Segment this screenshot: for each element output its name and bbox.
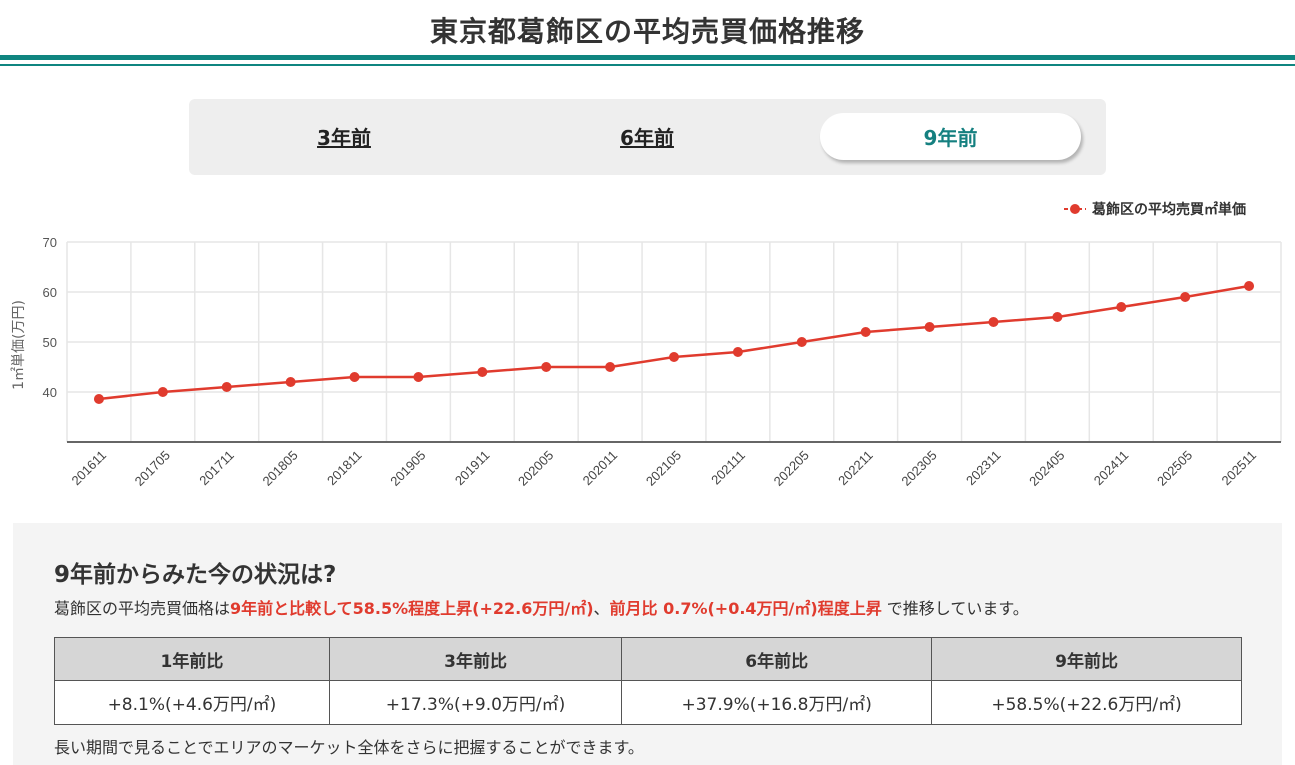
tab-9-years[interactable]: 9年前 (820, 113, 1081, 160)
x-tick-label: 202205 (771, 448, 812, 489)
x-tick-label: 202505 (1154, 448, 1195, 489)
line-chart: 40 50 60 70 201611 201705 201711 201805 201811 20… (43, 235, 1282, 489)
data-point[interactable] (988, 317, 999, 327)
page-title: 東京都葛飾区の平均売買価格推移 (429, 15, 865, 48)
summary-note: 長い期間で見ることでエリアのマーケット全体をさらに把握することができます。 (54, 738, 644, 757)
data-point[interactable] (221, 382, 232, 392)
table-row: +8.1%(+4.6万円/㎡) +17.3%(+9.0万円/㎡) +37.9%(… (54, 680, 1242, 725)
y-tick-label: 70 (43, 235, 57, 250)
x-tick-label: 202311 (963, 448, 1004, 489)
data-point[interactable] (605, 362, 616, 372)
x-tick-label: 202411 (1091, 448, 1132, 489)
period-tabs: 3年前 6年前 9年前 (189, 99, 1106, 175)
change-9yr-highlight: 9年前と比較して58.5%程度上昇(+22.6万円/㎡) (230, 599, 594, 618)
header-3yr: 3年前比 (328, 637, 623, 681)
value-6yr: +37.9%(+16.8万円/㎡) (621, 680, 933, 725)
x-tick-label: 202305 (898, 448, 939, 489)
data-point[interactable] (1244, 281, 1255, 291)
x-tick-label: 202005 (515, 448, 556, 489)
x-tick-label: 202211 (835, 448, 876, 489)
data-point[interactable] (1180, 292, 1191, 302)
data-point[interactable] (157, 387, 168, 397)
y-tick-label: 50 (43, 335, 57, 350)
x-tick-label: 201905 (387, 448, 428, 489)
y-tick-label: 60 (43, 285, 57, 300)
x-tick-label: 201805 (259, 448, 300, 489)
data-point[interactable] (93, 394, 104, 404)
y-tick-label: 40 (43, 385, 57, 400)
title-divider-thick (0, 55, 1295, 60)
tab-6-years[interactable]: 6年前 (620, 126, 674, 150)
data-point[interactable] (924, 322, 935, 332)
data-point[interactable] (349, 372, 360, 382)
x-tick-label: 202105 (643, 448, 684, 489)
data-point[interactable] (796, 337, 807, 347)
line-marker-icon (1064, 204, 1086, 214)
data-point[interactable] (860, 327, 871, 337)
data-point[interactable] (413, 372, 424, 382)
value-1yr: +8.1%(+4.6万円/㎡) (54, 680, 330, 725)
table-header-row: 1年前比 3年前比 6年前比 9年前比 (54, 637, 1242, 681)
change-monthly-highlight: 前月比 0.7%(+0.4万円/㎡)程度上昇 (609, 599, 882, 618)
x-tick-label: 201811 (324, 448, 365, 489)
data-point[interactable] (285, 377, 296, 387)
value-9yr: +58.5%(+22.6万円/㎡) (931, 680, 1242, 725)
data-point[interactable] (1052, 312, 1063, 322)
data-point[interactable] (541, 362, 552, 372)
data-point[interactable] (1116, 302, 1127, 312)
title-divider-thin (0, 64, 1295, 66)
x-tick-label: 201611 (68, 448, 109, 489)
x-tick-label: 202405 (1026, 448, 1067, 489)
summary-heading: 9年前からみた今の状況は? (54, 562, 337, 588)
summary-panel: 9年前からみた今の状況は? 葛飾区の平均売買価格は9年前と比較して58.5%程度… (13, 523, 1282, 765)
x-tick-label: 201705 (132, 448, 173, 489)
tab-3-years[interactable]: 3年前 (317, 126, 371, 150)
header-1yr: 1年前比 (54, 637, 330, 681)
header-9yr: 9年前比 (931, 637, 1242, 681)
comparison-table: 1年前比 3年前比 6年前比 9年前比 +8.1%(+4.6万円/㎡) +17.… (54, 637, 1242, 725)
x-tick-label: 202111 (708, 448, 748, 488)
data-point[interactable] (669, 352, 679, 362)
summary-description: 葛飾区の平均売買価格は9年前と比較して58.5%程度上昇(+22.6万円/㎡)、… (54, 599, 1029, 618)
value-3yr: +17.3%(+9.0万円/㎡) (328, 680, 623, 725)
legend-label: 葛飾区の平均売買㎡単価 (1092, 202, 1246, 218)
header-6yr: 6年前比 (621, 637, 933, 681)
data-point[interactable] (732, 347, 743, 357)
x-tick-label: 201711 (196, 448, 237, 489)
x-tick-label: 201911 (452, 448, 493, 489)
data-point[interactable] (477, 367, 488, 377)
x-tick-label: 202011 (580, 448, 621, 489)
chart-legend[interactable]: 葛飾区の平均売買㎡単価 (1064, 199, 1246, 219)
x-tick-label: 202511 (1219, 448, 1260, 489)
